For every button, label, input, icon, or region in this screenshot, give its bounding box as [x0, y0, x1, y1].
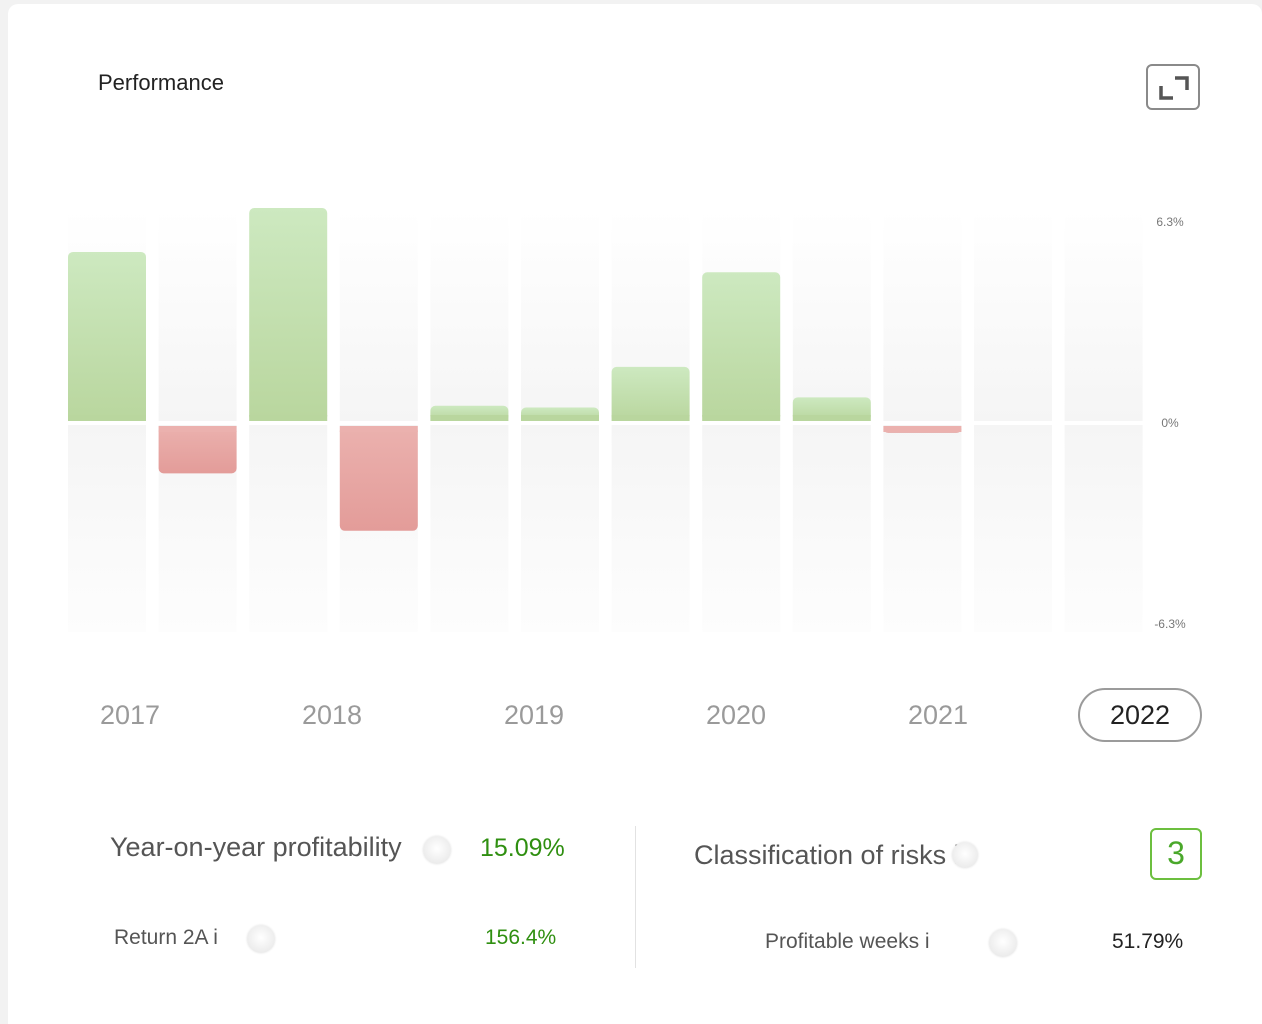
bar-negative[interactable]	[158, 426, 237, 474]
bar-positive-base	[430, 415, 509, 421]
return-info-icon[interactable]	[247, 925, 275, 953]
column-background-bottom	[883, 425, 962, 632]
y-tick-label: 6.3%	[1156, 215, 1184, 229]
column-background-bottom	[249, 425, 328, 632]
page-title: Performance	[98, 70, 224, 95]
column-background-bottom	[974, 425, 1052, 632]
column-background-bottom	[521, 425, 599, 632]
performance-chart: 6.3% 0% -6.3%	[68, 208, 1186, 632]
bar-positive[interactable]	[702, 272, 781, 421]
bar-positive-base	[68, 415, 146, 421]
weeks-info-icon[interactable]	[989, 929, 1017, 957]
column-background-top	[521, 210, 599, 421]
column-background-top	[430, 210, 509, 421]
column-background-bottom	[68, 425, 146, 632]
bar-positive-base	[521, 415, 599, 421]
y-tick-label: 0%	[1161, 416, 1179, 430]
column-background-bottom	[611, 425, 690, 632]
column-background-top	[883, 210, 962, 421]
y-tick-label: -6.3%	[1154, 617, 1186, 631]
column-background-bottom	[430, 425, 509, 632]
return-2a-label: Return 2A i	[114, 926, 218, 949]
year-tab-2018[interactable]: 2018	[301, 700, 363, 730]
expand-icon	[1159, 76, 1189, 100]
bar-negative-base	[883, 426, 962, 432]
bar-positive[interactable]	[249, 208, 328, 421]
yoy-profitability-value: 15.09%	[480, 834, 565, 862]
yoy-info-icon[interactable]	[423, 836, 451, 864]
stats-divider	[635, 826, 636, 968]
bar-negative-base	[158, 426, 237, 432]
column-background-top	[158, 210, 237, 421]
column-background-top	[339, 210, 418, 421]
bar-positive-base	[611, 415, 690, 421]
risk-info-icon[interactable]	[952, 842, 978, 868]
bar-positive[interactable]	[68, 251, 146, 421]
year-tab-2022[interactable]: 2022	[1078, 688, 1202, 742]
bar-positive[interactable]	[611, 366, 690, 421]
year-tab-2017[interactable]: 2017	[99, 700, 161, 730]
year-tab-2021[interactable]: 2021	[907, 700, 969, 730]
bar-negative-base	[339, 426, 418, 432]
column-background-bottom	[792, 425, 871, 632]
column-background-top	[792, 210, 871, 421]
column-background-bottom	[1064, 425, 1143, 632]
profitable-weeks-value: 51.79%	[1112, 930, 1184, 953]
profitable-weeks-label: Profitable weeks i	[765, 930, 930, 953]
bar-positive-base	[249, 415, 328, 421]
year-tab-2019[interactable]: 2019	[503, 700, 565, 730]
column-background-bottom	[702, 425, 781, 632]
column-background-top	[1064, 210, 1143, 421]
risk-classification-badge: 3	[1150, 828, 1202, 880]
expand-button[interactable]	[1146, 64, 1200, 110]
bar-negative[interactable]	[339, 426, 418, 531]
bar-positive-base	[702, 415, 781, 421]
bar-positive-base	[792, 415, 871, 421]
risk-classification-label: Classification of risks i	[694, 840, 960, 870]
column-background-top	[974, 210, 1052, 421]
year-tab-2020[interactable]: 2020	[705, 700, 767, 730]
return-2a-value: 156.4%	[485, 926, 557, 949]
yoy-profitability-label: Year-on-year profitability	[110, 832, 402, 862]
